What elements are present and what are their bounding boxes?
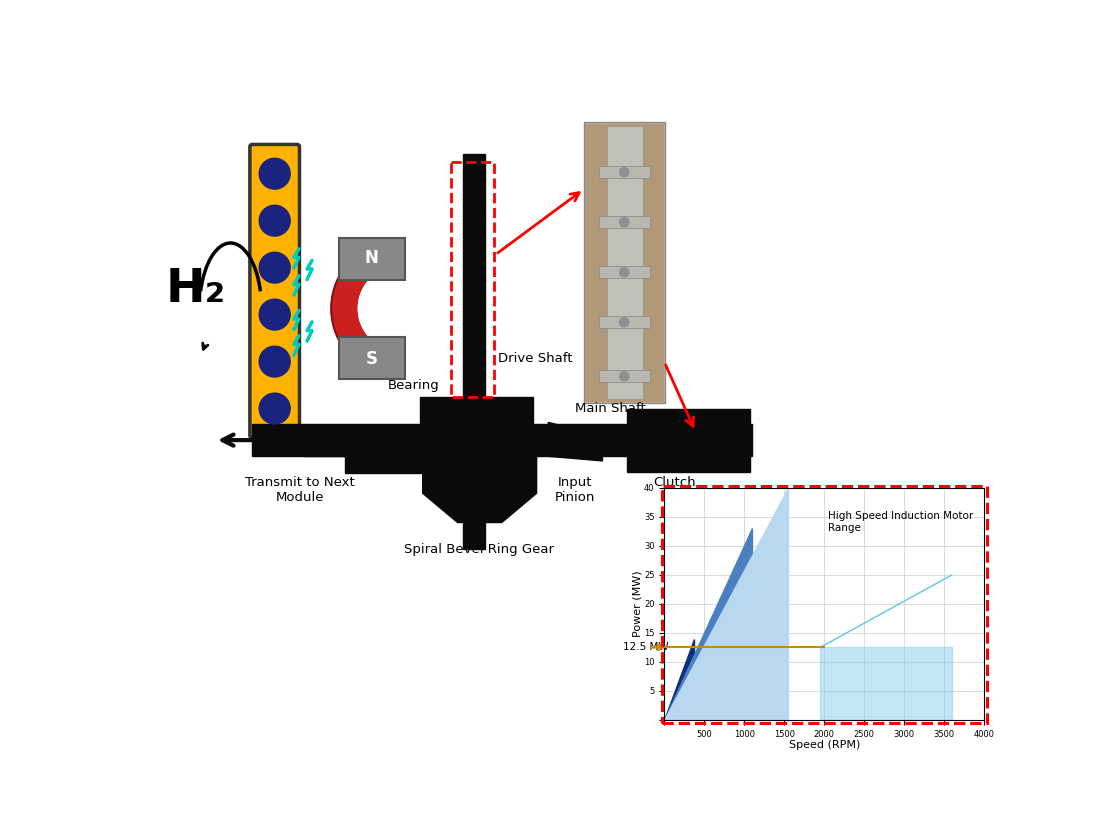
Polygon shape — [548, 422, 603, 461]
Bar — [600, 370, 650, 382]
Bar — [600, 266, 650, 278]
Bar — [608, 126, 641, 400]
Text: N: N — [364, 250, 378, 267]
Polygon shape — [359, 266, 402, 351]
Circle shape — [260, 252, 290, 283]
Circle shape — [619, 267, 629, 277]
Polygon shape — [359, 266, 402, 351]
Bar — [463, 523, 485, 550]
Bar — [600, 166, 650, 178]
Polygon shape — [331, 239, 402, 378]
Circle shape — [260, 393, 290, 424]
Bar — [600, 216, 650, 229]
Circle shape — [619, 318, 629, 327]
Text: Clutch: Clutch — [653, 476, 695, 489]
Text: Bearing: Bearing — [388, 379, 440, 391]
Bar — [252, 424, 752, 457]
Bar — [420, 397, 532, 436]
FancyBboxPatch shape — [250, 144, 299, 437]
Circle shape — [260, 205, 290, 236]
Bar — [585, 124, 663, 401]
Text: Spiral Bevel Ring Gear: Spiral Bevel Ring Gear — [404, 543, 553, 556]
Bar — [603, 432, 627, 450]
Bar — [600, 316, 650, 328]
Text: Transmit to Next
Module: Transmit to Next Module — [245, 476, 355, 504]
Bar — [451, 163, 494, 397]
Bar — [304, 430, 346, 457]
Circle shape — [619, 218, 629, 227]
Text: H₂: H₂ — [165, 266, 226, 312]
Circle shape — [260, 158, 290, 189]
Bar — [584, 122, 666, 403]
Bar — [345, 437, 422, 473]
Text: S: S — [365, 349, 377, 368]
Bar — [339, 337, 405, 380]
Text: Input
Pinion: Input Pinion — [556, 476, 595, 504]
Bar — [627, 409, 750, 472]
Circle shape — [260, 346, 290, 377]
Bar — [463, 154, 485, 420]
Text: Drive Shaft: Drive Shaft — [498, 352, 572, 365]
Bar — [339, 238, 405, 280]
Circle shape — [619, 168, 629, 177]
Circle shape — [619, 371, 629, 380]
Text: Main Shaft: Main Shaft — [575, 401, 646, 415]
Polygon shape — [422, 457, 537, 523]
Circle shape — [260, 299, 290, 330]
Bar — [607, 126, 642, 400]
